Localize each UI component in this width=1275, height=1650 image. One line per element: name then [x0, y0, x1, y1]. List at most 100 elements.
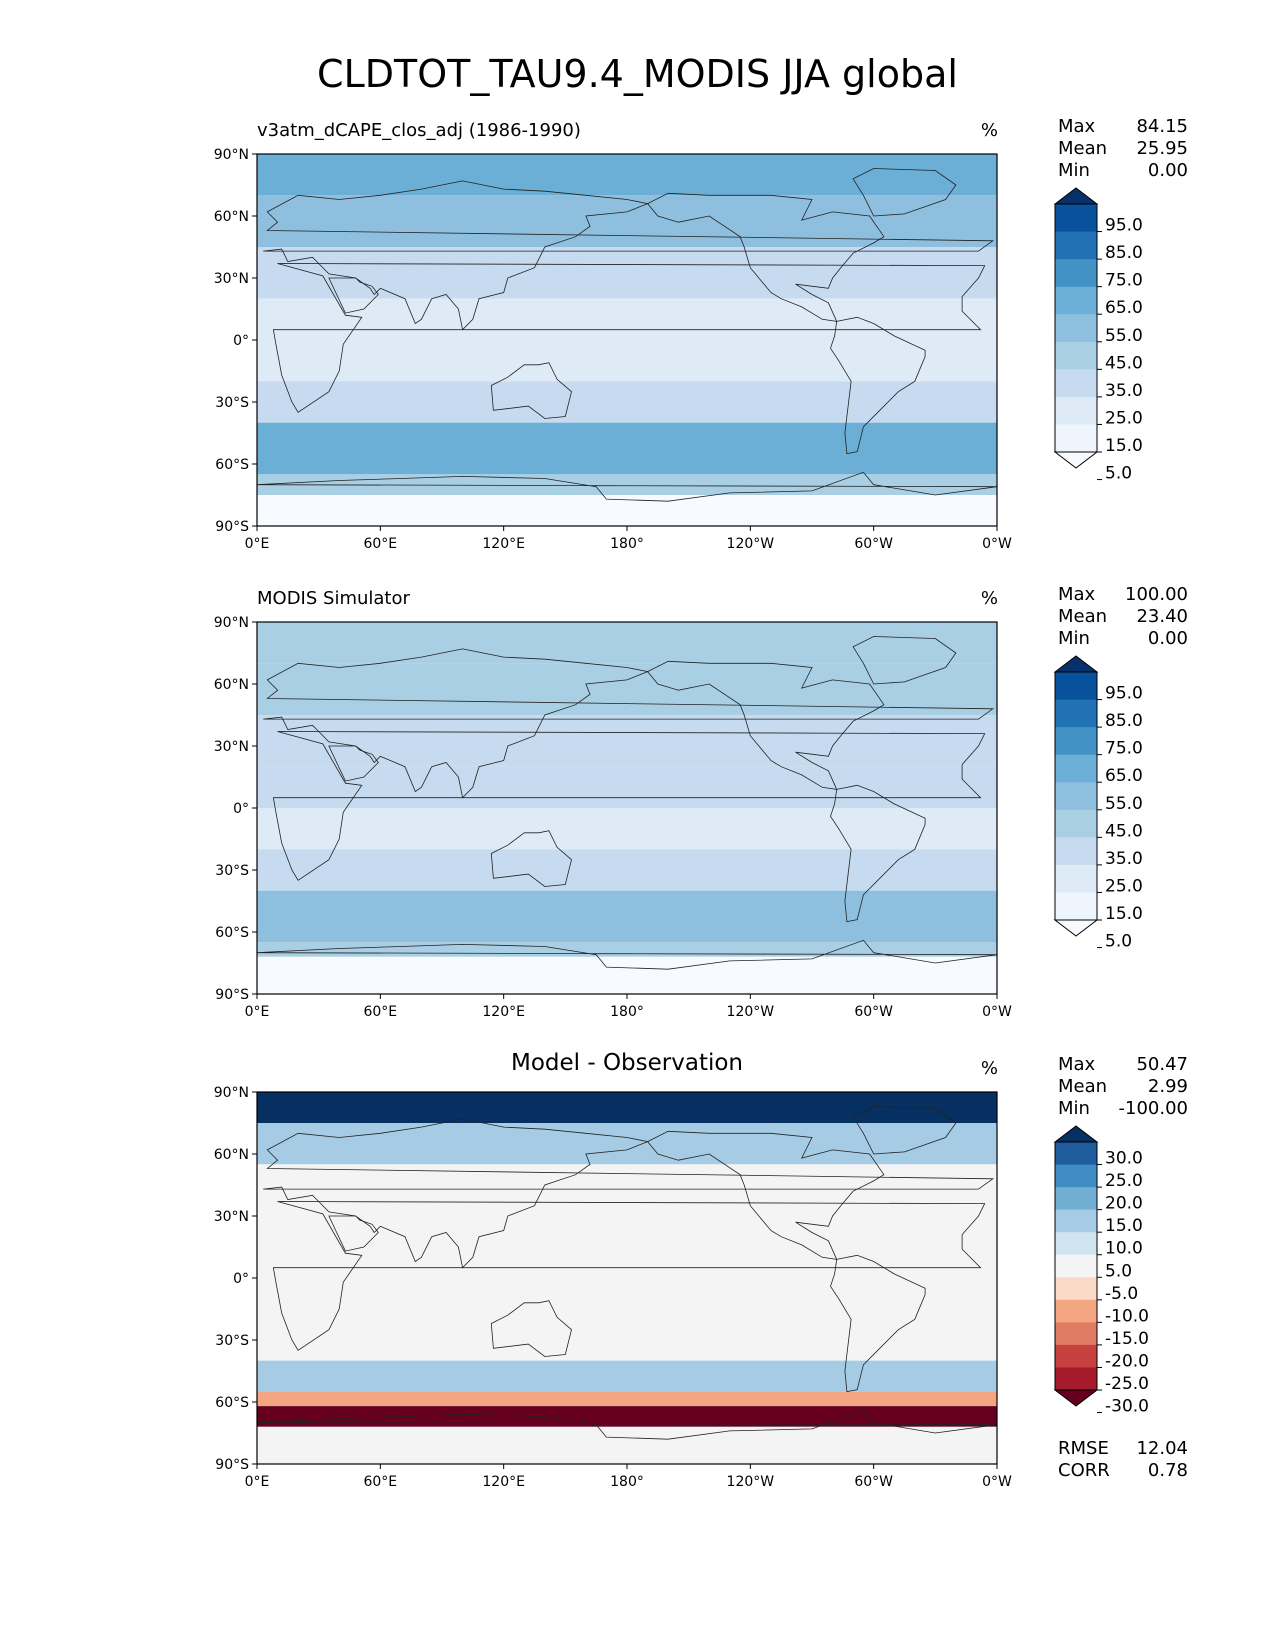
colorbar-label: 35.0	[1105, 849, 1143, 869]
coastlines	[257, 168, 997, 502]
colorbar-segment	[1055, 1209, 1097, 1233]
lon-tick-label: 120°W	[727, 536, 775, 552]
panel-title: Model - Observation	[510, 1050, 744, 1076]
units-label: %	[980, 588, 998, 609]
colorbar-segment	[1055, 1187, 1097, 1211]
colorbar-segment	[1055, 286, 1097, 315]
colorbar-segment	[1055, 231, 1097, 260]
colorbar-segment	[1055, 754, 1097, 783]
coastline	[257, 939, 997, 970]
stat-mean: Mean 2.99	[1058, 1076, 1188, 1097]
panel-model: v3atm_dCAPE_clos_adj (1986-1990) % Max 84…	[0, 116, 1275, 580]
lat-tick-label: 60°S	[215, 1395, 249, 1411]
coastline	[272, 263, 986, 413]
colorbar-frame	[1054, 671, 1098, 921]
lat-tick-label: 60°N	[214, 1147, 249, 1163]
colorbar-label: 5.0	[1105, 932, 1132, 952]
metric-rmse: RMSE 12.04	[1058, 1438, 1188, 1459]
colorbar-segment	[1055, 864, 1097, 893]
metrics-box: RMSE 12.04 CORR 0.78	[1058, 1438, 1188, 1482]
colorbar-label: 95.0	[1105, 216, 1143, 236]
zonal-band	[257, 890, 997, 943]
colorbar-segment	[1055, 1142, 1097, 1166]
colorbar-segment	[1055, 204, 1097, 233]
zonal-band	[257, 1092, 997, 1123]
zonal-band	[257, 1164, 997, 1237]
coastline	[646, 660, 885, 790]
colorbar-segment	[1055, 1277, 1097, 1301]
colorbar-label: 85.0	[1105, 711, 1143, 731]
colorbar-frame	[1054, 203, 1098, 453]
lat-tick-label: 30°N	[214, 739, 249, 755]
zonal-band	[257, 715, 997, 767]
field-bands	[257, 154, 997, 526]
lon-tick-label: 0°E	[245, 1474, 270, 1490]
colorbar-label: 65.0	[1105, 298, 1143, 318]
units-label: %	[980, 120, 998, 141]
lat-tick-label: 90°S	[215, 519, 249, 535]
lon-tick-label: 0°W	[982, 1474, 1012, 1490]
zonal-band	[257, 766, 997, 808]
stat-mean: Mean 25.95	[1058, 138, 1188, 159]
colorbar-extend-max	[1053, 187, 1099, 205]
zonal-band	[257, 340, 997, 382]
panel-title: v3atm_dCAPE_clos_adj (1986-1990)	[257, 120, 581, 141]
metric-corr: CORR 0.78	[1058, 1460, 1188, 1481]
lon-tick-label: 180°	[610, 1474, 644, 1490]
coastline	[272, 731, 986, 881]
lat-tick-label: 30°S	[215, 1333, 249, 1349]
colorbar-segment	[1055, 1164, 1097, 1188]
colorbar: 30.025.0 20.015.0 10.05.0 -5.0-10.0 -15.0-20…	[1053, 1125, 1149, 1417]
colorbar-segment	[1055, 259, 1097, 288]
zonal-band	[257, 195, 997, 247]
figure-title: CLDTOT_TAU9.4_MODIS JJA global	[317, 52, 958, 96]
colorbar-label: 55.0	[1105, 794, 1143, 814]
colorbar-frame	[1054, 1141, 1098, 1391]
lon-tick-label: 60°E	[363, 536, 397, 552]
colorbar-label: 15.0	[1105, 904, 1143, 924]
zonal-band	[257, 1236, 997, 1278]
coastline	[830, 784, 926, 923]
colorbar-label: 5.0	[1105, 464, 1132, 484]
colorbar-label: 25.0	[1105, 1171, 1143, 1191]
colorbar-segment	[1055, 1344, 1097, 1368]
panel-title: MODIS Simulator	[257, 588, 410, 609]
coastline	[272, 1201, 986, 1351]
colorbar-label: 45.0	[1105, 821, 1143, 841]
zonal-band	[257, 1278, 997, 1320]
map-plot: 90°N 60°N 30°N 0° 30°S 60°S 90°S0°E 60°E 120°E 18…	[214, 615, 1012, 1020]
stat-min: Min 0.00	[1058, 160, 1188, 181]
colorbar-label: 45.0	[1105, 353, 1143, 373]
panel-difference: Model - Observation % Max 50.47 Mean 2.99 …	[0, 1050, 1275, 1518]
colorbar-extend-max	[1053, 655, 1099, 673]
coastline	[490, 1300, 572, 1357]
lon-tick-label: 0°E	[245, 1004, 270, 1020]
lon-tick-label: 0°W	[982, 536, 1012, 552]
colorbar-label: -25.0	[1105, 1374, 1149, 1394]
colorbar: 95.0 85.0 75.0 65.0 55.0 45.0 35.0 25.0 15.0 5.0	[1053, 187, 1143, 484]
lon-tick-label: 180°	[610, 536, 644, 552]
colorbar-label: 65.0	[1105, 766, 1143, 786]
colorbar-segment	[1055, 341, 1097, 370]
zonal-band	[257, 247, 997, 299]
colorbar-label: 75.0	[1105, 271, 1143, 291]
coastline	[328, 745, 379, 782]
lat-tick-label: 0°	[233, 801, 249, 817]
colorbar-extend-min	[1053, 1389, 1099, 1407]
colorbar-label: 15.0	[1105, 436, 1143, 456]
lat-tick-label: 60°N	[214, 677, 249, 693]
colorbar-label: 10.0	[1105, 1239, 1143, 1259]
stat-max: Max 100.00	[1058, 584, 1188, 605]
lat-tick-label: 90°N	[214, 615, 249, 631]
map-plot: 90°N 60°N 30°N 0° 30°S 60°S 90°S0°E 60°E 120°E 18…	[214, 147, 1012, 552]
coastline	[328, 1215, 379, 1252]
zonal-band	[257, 1391, 997, 1407]
lat-tick-label: 30°N	[214, 1209, 249, 1225]
stat-max: Max 84.15	[1058, 116, 1188, 137]
colorbar-label: 25.0	[1105, 876, 1143, 896]
colorbar-segment	[1055, 699, 1097, 728]
colorbar-segment	[1055, 892, 1097, 921]
lon-tick-label: 180°	[610, 1004, 644, 1020]
coastline	[490, 362, 572, 419]
map-plot: 90°N 60°N 30°N 0° 30°S 60°S 90°S0°E 60°E 120°E 18…	[214, 1085, 1012, 1490]
